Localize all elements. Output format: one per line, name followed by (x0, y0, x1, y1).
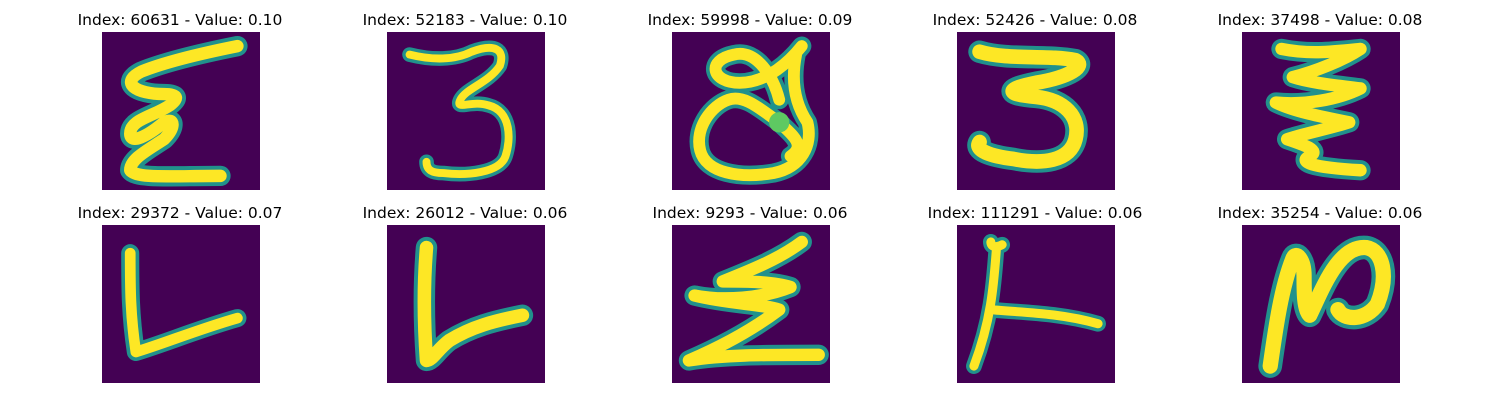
digit-image (387, 225, 545, 383)
digit-stroke-core (1262, 239, 1391, 374)
grid-panel: Index: 59998 - Value: 0.09 (630, 10, 870, 190)
digit-image (957, 32, 1115, 190)
grid-panel: Index: 111291 - Value: 0.06 (915, 203, 1155, 383)
panel-title: Index: 26012 - Value: 0.06 (362, 204, 568, 222)
panel-title: Index: 60631 - Value: 0.10 (77, 11, 283, 29)
grid-panel: Index: 26012 - Value: 0.06 (345, 203, 585, 383)
grid-panel: Index: 35254 - Value: 0.06 (1200, 203, 1440, 383)
digit-stroke-core (969, 237, 1103, 371)
digit-image (672, 32, 830, 190)
digit-image (957, 225, 1115, 383)
grid-panel: Index: 37498 - Value: 0.08 (1200, 10, 1440, 190)
grid-panel: Index: 52426 - Value: 0.08 (915, 10, 1155, 190)
digit-stroke-core (124, 39, 244, 183)
grid-panel: Index: 29372 - Value: 0.07 (60, 203, 300, 383)
digit-stroke-core (405, 44, 513, 178)
panel-title: Index: 52183 - Value: 0.10 (362, 11, 568, 29)
panel-title: Index: 52426 - Value: 0.08 (932, 11, 1138, 29)
panel-title: Index: 35254 - Value: 0.06 (1217, 204, 1423, 222)
digit-stroke-blob (769, 112, 790, 133)
image-background (387, 225, 545, 383)
grid-panel: Index: 60631 - Value: 0.10 (60, 10, 300, 190)
digit-image (1242, 225, 1400, 383)
digit-image (102, 32, 260, 190)
digit-stroke-core (682, 235, 825, 367)
panel-title: Index: 37498 - Value: 0.08 (1217, 11, 1423, 29)
panel-title: Index: 29372 - Value: 0.07 (77, 204, 283, 222)
grid-panel: Index: 52183 - Value: 0.10 (345, 10, 585, 190)
panel-title: Index: 111291 - Value: 0.06 (927, 204, 1143, 222)
digit-image (102, 225, 260, 383)
digit-image (387, 32, 545, 190)
digit-image (1242, 32, 1400, 190)
digit-stroke-core (124, 247, 243, 358)
grid-panel: Index: 9293 - Value: 0.06 (630, 203, 870, 383)
digit-stroke-core (1269, 42, 1367, 177)
panel-title: Index: 9293 - Value: 0.06 (652, 204, 848, 222)
digit-image (672, 225, 830, 383)
panel-title: Index: 59998 - Value: 0.09 (647, 11, 853, 29)
digit-stroke-core (417, 240, 530, 368)
digit-stroke-core (971, 44, 1087, 169)
